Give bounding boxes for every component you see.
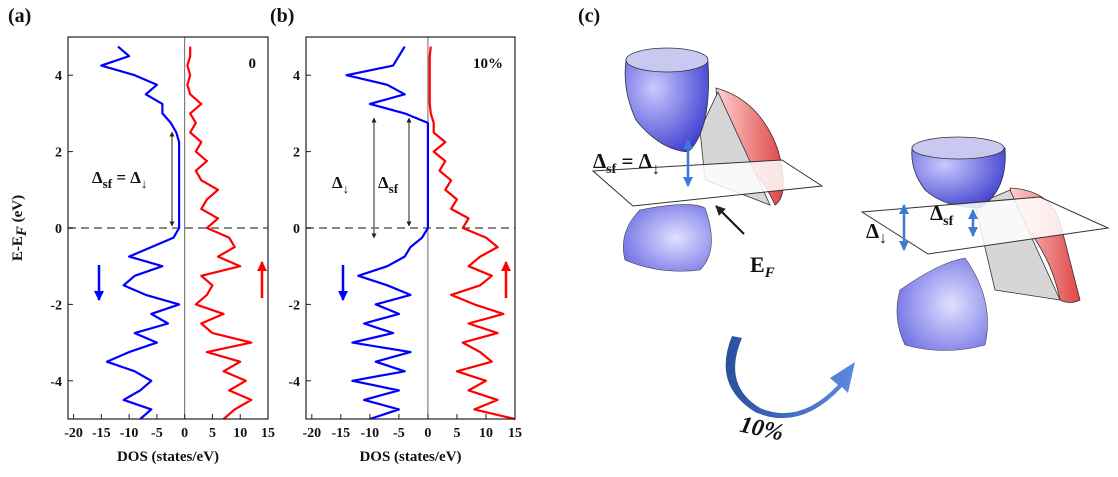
condition-label: 10%: [473, 56, 503, 72]
annotation: Δsf = Δ↓: [92, 168, 147, 191]
x-tick-label: 5: [453, 426, 460, 441]
x-tick-label: -10: [120, 426, 139, 441]
gap-sub: ↓: [879, 230, 887, 247]
y-tick-label: 0: [293, 222, 300, 237]
x-tick-label: -5: [393, 426, 405, 441]
y-tick-label: 2: [293, 146, 300, 161]
dos-line: [100, 45, 181, 420]
gap-text: Δ: [930, 201, 943, 225]
gap-sub: sf: [943, 214, 953, 229]
x-tick-label: 5: [209, 426, 216, 441]
annotation-text: Δ: [378, 173, 389, 192]
panel-label: (a): [8, 5, 31, 27]
fermi-sub: F: [764, 265, 775, 281]
x-tick-label: 0: [181, 426, 188, 441]
y-axis-title: E-EF (eV): [10, 195, 30, 261]
band-diagram: [591, 47, 1110, 419]
x-tick-label: -20: [302, 426, 321, 441]
x-tick-label: -15: [92, 426, 111, 441]
x-tick-label: 15: [261, 426, 275, 441]
gap-sub: ↓: [652, 161, 660, 178]
y-tick-label: 4: [55, 69, 62, 84]
gap-text: Δ: [593, 149, 606, 173]
y-tick-label: -2: [288, 298, 300, 313]
y-tick-label: 0: [55, 222, 62, 237]
annotation-text: Δ: [92, 168, 103, 187]
fermi-text: E: [750, 252, 765, 277]
gap-text: Δ: [866, 219, 879, 243]
y-tick-label: -4: [288, 375, 300, 390]
dos-line: [428, 46, 516, 421]
x-tick-label: -20: [64, 426, 83, 441]
annotation-sub: sf: [103, 176, 113, 191]
gap-label: Δsf: [930, 201, 954, 229]
y-tick-label: -4: [50, 375, 62, 390]
y-tick-label: -2: [50, 298, 62, 313]
annotation-sub: sf: [389, 181, 399, 196]
gap-sub: sf: [606, 162, 616, 177]
y-axis-title-text: E-E: [10, 236, 26, 261]
gap-label: Δsf = Δ↓: [593, 149, 660, 178]
y-tick-label: 2: [55, 146, 62, 161]
x-tick-label: 10: [479, 426, 493, 441]
x-axis-title: DOS (states/eV): [359, 449, 461, 465]
x-tick-label: -15: [331, 426, 350, 441]
x-tick-label: -10: [361, 426, 380, 441]
annotation-text: Δ: [332, 173, 343, 192]
x-axis-title: DOS (states/eV): [117, 449, 219, 465]
annotation: Δsf: [378, 173, 399, 196]
fermi-label: EF: [750, 252, 775, 281]
condition-label: 0: [249, 56, 257, 72]
x-tick-label: 0: [424, 426, 431, 441]
panel-label: (c): [578, 5, 600, 27]
gap-text: = Δ: [616, 149, 652, 173]
annotation: Δ↓: [332, 173, 349, 196]
annotation-sub: ↓: [343, 181, 350, 196]
annotation-text: = Δ: [112, 168, 141, 187]
panel-label: (b): [270, 5, 294, 27]
x-tick-label: 15: [508, 426, 522, 441]
y-axis-title-sub: F: [14, 226, 30, 237]
x-tick-label: 10: [233, 426, 247, 441]
x-tick-label: -5: [151, 426, 163, 441]
dos-line: [345, 46, 429, 421]
dos-line: [186, 46, 253, 420]
y-tick-label: 4: [293, 69, 300, 84]
y-axis-title-unit: (eV): [10, 195, 26, 226]
annotation-sub: ↓: [141, 176, 148, 191]
gap-label: Δ↓: [866, 219, 887, 247]
